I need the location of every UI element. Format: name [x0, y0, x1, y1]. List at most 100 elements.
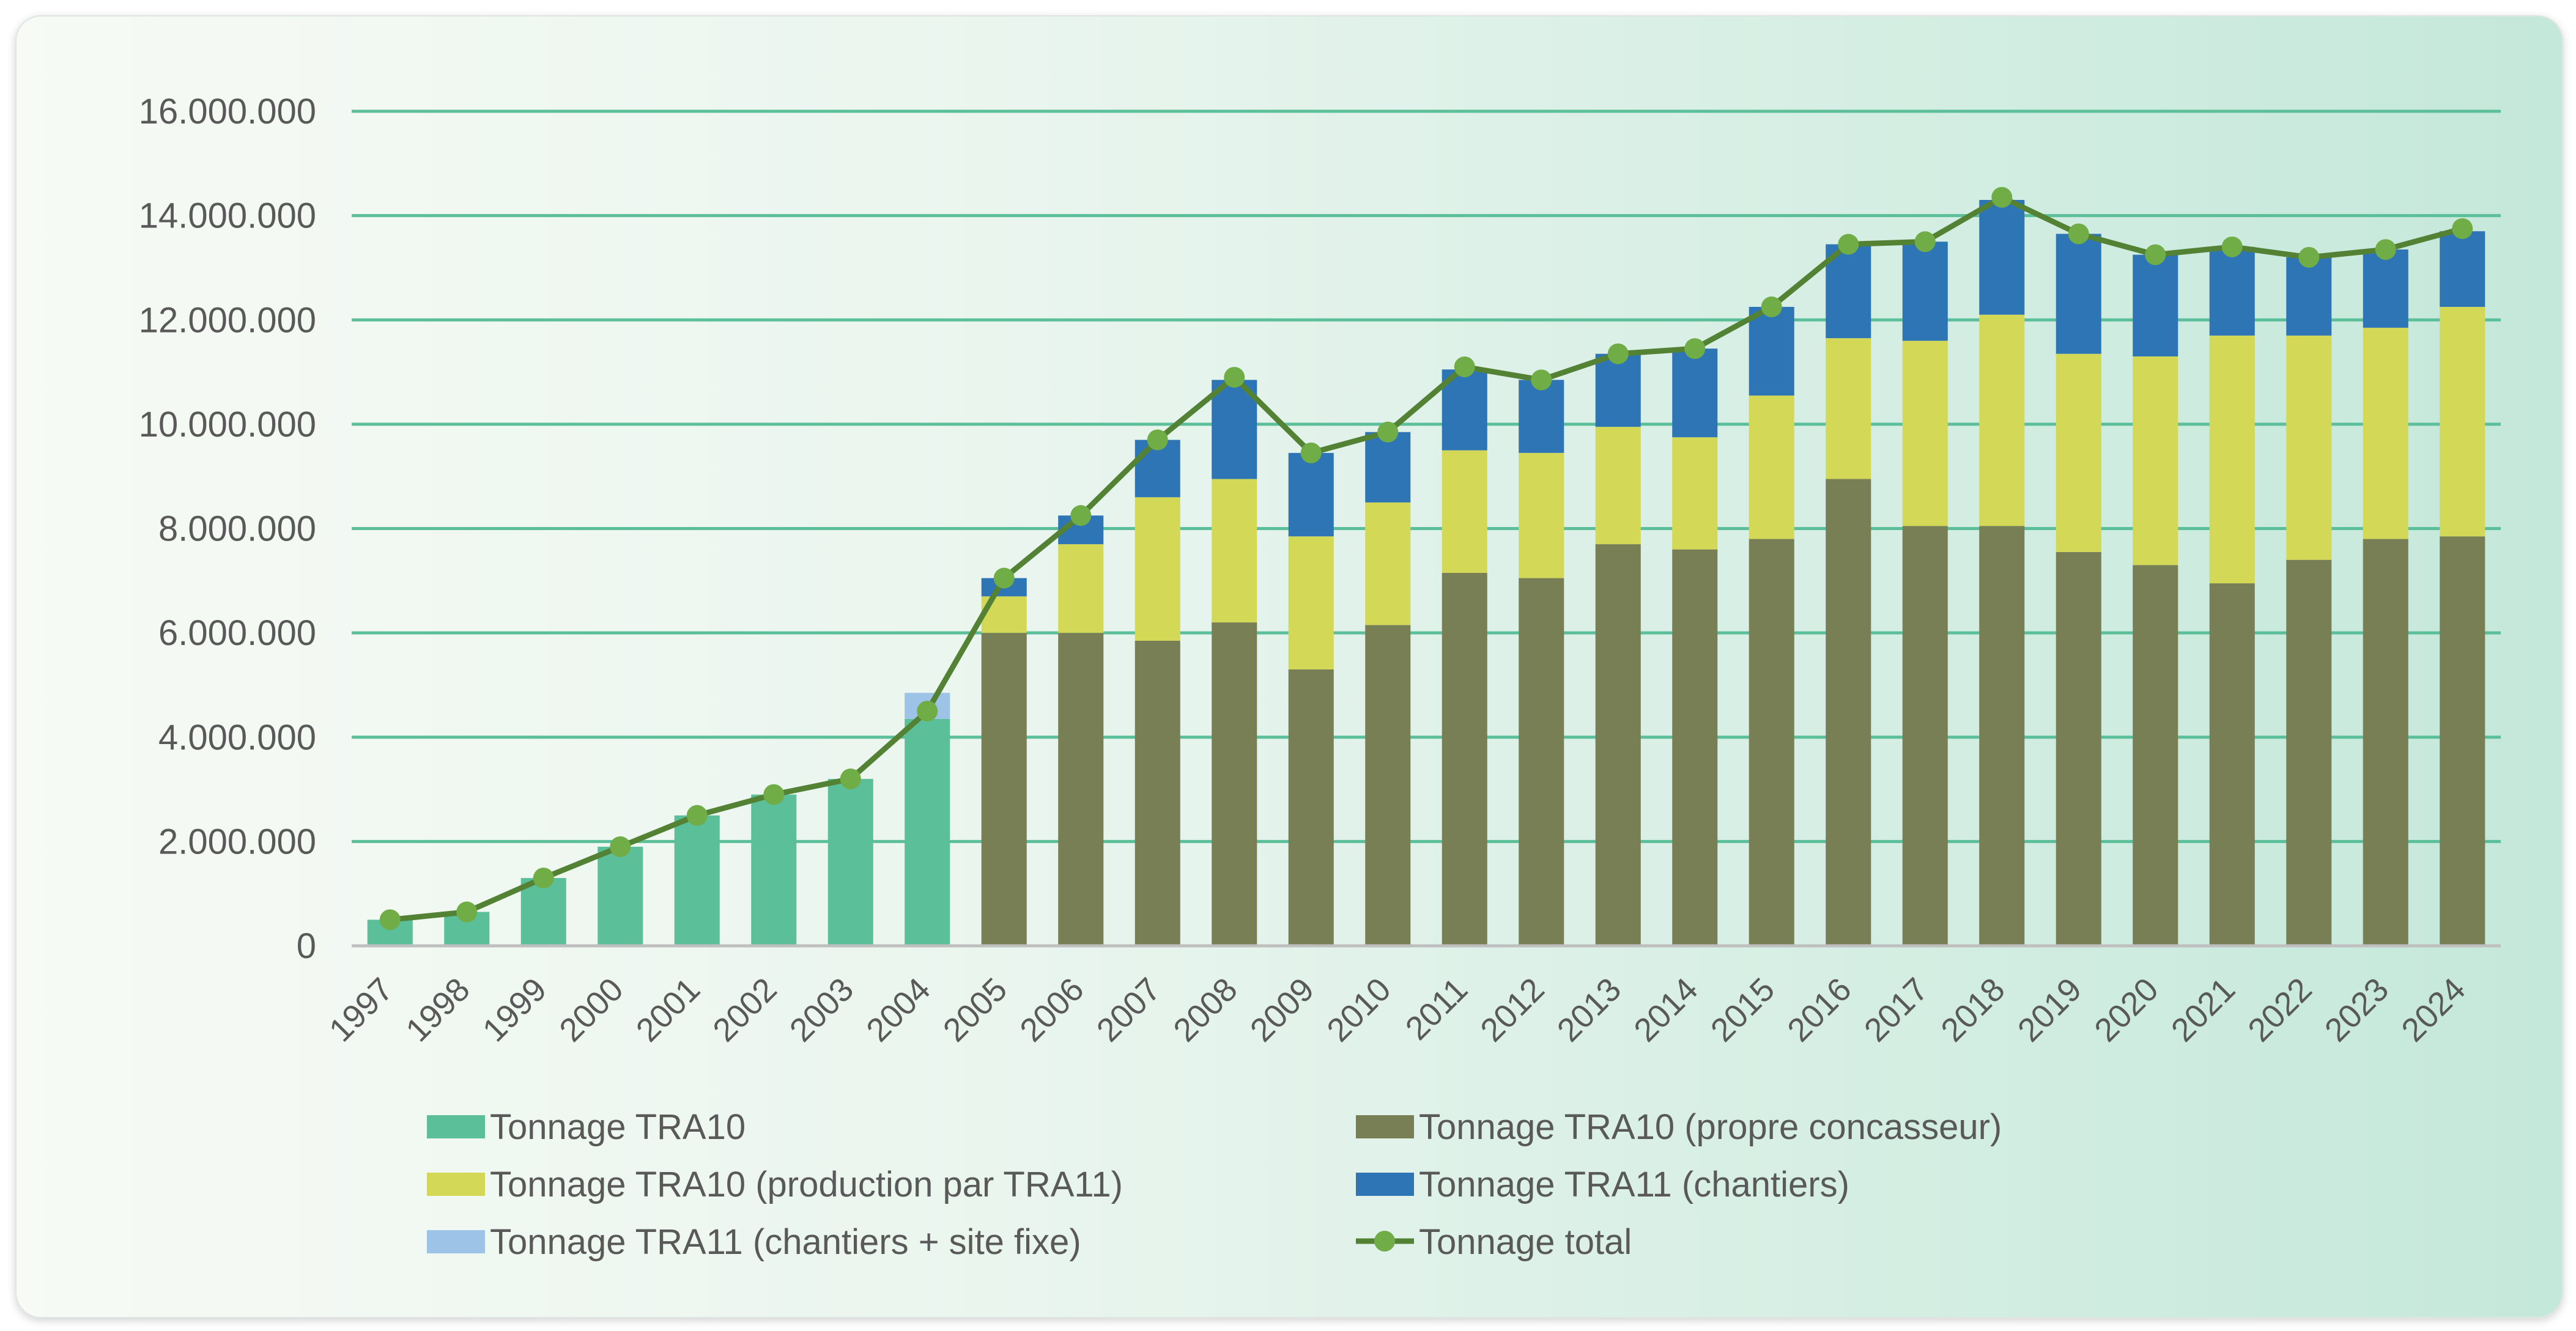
- y-tick-label: 4.000.000: [158, 718, 316, 758]
- y-tick-label: 14.000.000: [139, 196, 316, 236]
- bar-tonnage-tra11-chantiers-2015: [1749, 306, 1794, 396]
- bar-tonnage-tra11-chantiers-2020: [2133, 254, 2178, 356]
- bar-tonnage-tra10-propre-concasseur-2006: [1058, 633, 1104, 946]
- legend-item-tonnage-tra10-propre-concasseur: Tonnage TRA10 (propre concasseur): [1356, 1107, 2002, 1147]
- legend-item-tonnage-tra10-production-par-tra11: Tonnage TRA10 (production par TRA11): [427, 1165, 1123, 1204]
- legend-swatch: [1356, 1115, 1414, 1138]
- bar-tonnage-tra10-propre-concasseur-2021: [2209, 583, 2255, 946]
- legend-item-tonnage-tra11-chantiers-site-fixe: Tonnage TRA11 (chantiers + site fixe): [427, 1222, 1081, 1262]
- x-axis-tick-labels: 1997199819992000200120022003200420052006…: [322, 971, 2473, 1049]
- x-tick-label: 2014: [1627, 971, 1704, 1049]
- bar-tonnage-tra10-production-par-tra11-2023: [2363, 328, 2408, 539]
- x-tick-label: 2011: [1399, 971, 1475, 1047]
- total-point-2011: [1454, 356, 1475, 378]
- x-tick-label: 2007: [1090, 971, 1168, 1049]
- bar-tonnage-tra10-propre-concasseur-2022: [2286, 559, 2332, 946]
- legend-label: Tonnage TRA10 (propre concasseur): [1419, 1107, 2002, 1147]
- total-point-2009: [1300, 442, 1322, 463]
- bar-tonnage-tra10-production-par-tra11-2008: [1212, 479, 1257, 623]
- bar-tonnage-tra10-production-par-tra11-2016: [1826, 338, 1871, 479]
- total-point-2019: [2068, 223, 2089, 245]
- total-point-1998: [456, 901, 478, 923]
- total-point-2008: [1224, 367, 1245, 388]
- bar-tonnage-tra10-propre-concasseur-2008: [1212, 622, 1257, 946]
- bar-tonnage-tra10-production-par-tra11-2013: [1595, 427, 1641, 545]
- bar-tonnage-tra10-production-par-tra11-2012: [1519, 452, 1564, 578]
- x-tick-label: 1997: [322, 971, 400, 1049]
- total-point-2020: [2145, 244, 2166, 265]
- bar-tonnage-tra10-propre-concasseur-2013: [1595, 544, 1641, 946]
- bar-tonnage-tra11-chantiers-2012: [1519, 380, 1564, 453]
- legend-swatch: [1356, 1173, 1414, 1196]
- bar-tonnage-tra11-chantiers-2008: [1212, 380, 1257, 479]
- bar-tonnage-tra10-propre-concasseur-2018: [1979, 526, 2025, 946]
- x-tick-label: 2021: [2164, 971, 2242, 1049]
- legend: Tonnage TRA10 Tonnage TRA10 (propre conca…: [427, 1107, 2002, 1262]
- y-tick-label: 16.000.000: [139, 92, 316, 131]
- grid-layer: [352, 109, 2501, 843]
- total-line-layer: [379, 186, 2473, 931]
- total-line: [390, 194, 2463, 923]
- bar-tonnage-tra10-propre-concasseur-2005: [981, 633, 1027, 946]
- bar-tonnage-tra10-production-par-tra11-2019: [2056, 353, 2101, 552]
- x-tick-label: 2005: [936, 971, 1014, 1049]
- bar-tonnage-tra10-production-par-tra11-2007: [1134, 497, 1180, 641]
- x-tick-label: 2023: [2318, 971, 2396, 1049]
- bar-layer: [367, 200, 2485, 946]
- x-tick-label: 2013: [1550, 971, 1628, 1049]
- bar-tonnage-tra10-propre-concasseur-2016: [1826, 479, 1871, 946]
- bar-tonnage-tra10-propre-concasseur-2010: [1365, 625, 1411, 946]
- bar-tonnage-tra10-production-par-tra11-2010: [1365, 502, 1411, 625]
- bar-tonnage-tra10-2001: [674, 815, 720, 946]
- bar-tonnage-tra11-chantiers-2018: [1979, 200, 2025, 315]
- bar-tonnage-tra10-propre-concasseur-2015: [1749, 539, 1794, 946]
- x-tick-label: 2000: [552, 971, 630, 1049]
- total-point-2018: [1991, 186, 2013, 208]
- total-point-1999: [533, 868, 554, 889]
- bar-tonnage-tra10-propre-concasseur-2017: [1902, 526, 1948, 946]
- x-tick-label: 1999: [476, 971, 553, 1049]
- bar-tonnage-tra10-production-par-tra11-2015: [1749, 395, 1794, 539]
- total-point-2015: [1761, 296, 1782, 317]
- bar-tonnage-tra10-propre-concasseur-2023: [2363, 539, 2408, 946]
- bar-tonnage-tra10-production-par-tra11-2011: [1442, 450, 1487, 573]
- y-tick-label: 12.000.000: [139, 300, 316, 340]
- legend-label: Tonnage TRA10: [490, 1107, 746, 1147]
- total-point-2021: [2221, 236, 2243, 257]
- total-point-2014: [1684, 338, 1706, 359]
- x-tick-label: 2009: [1243, 971, 1321, 1049]
- total-point-2002: [763, 784, 785, 805]
- y-tick-label: 2.000.000: [158, 822, 316, 861]
- bar-tonnage-tra10-propre-concasseur-2009: [1288, 669, 1334, 946]
- legend-swatch-marker: [1374, 1231, 1395, 1252]
- bar-tonnage-tra10-propre-concasseur-2024: [2440, 536, 2485, 946]
- bar-tonnage-tra11-chantiers-2023: [2363, 249, 2408, 328]
- bar-tonnage-tra10-production-par-tra11-2006: [1058, 544, 1104, 633]
- legend-swatch: [427, 1173, 485, 1196]
- bar-tonnage-tra11-chantiers-2014: [1672, 348, 1718, 438]
- bar-tonnage-tra11-chantiers-2017: [1902, 241, 1948, 341]
- bar-tonnage-tra10-production-par-tra11-2020: [2133, 356, 2178, 566]
- legend-swatch: [427, 1230, 485, 1253]
- legend-item-tonnage-tra10: Tonnage TRA10: [427, 1107, 746, 1147]
- bar-tonnage-tra10-1999: [520, 878, 566, 946]
- total-point-1997: [379, 909, 401, 931]
- x-tick-label: 2006: [1013, 971, 1090, 1049]
- total-point-2004: [917, 701, 938, 722]
- total-point-2005: [993, 567, 1015, 589]
- bar-tonnage-tra11-chantiers-2024: [2440, 231, 2485, 307]
- y-tick-label: 10.000.000: [139, 405, 316, 444]
- bar-tonnage-tra10-propre-concasseur-2014: [1672, 549, 1718, 946]
- bar-tonnage-tra11-chantiers-2010: [1365, 432, 1411, 503]
- bar-tonnage-tra10-2003: [827, 779, 873, 946]
- total-point-2022: [2298, 246, 2320, 268]
- total-point-2024: [2452, 218, 2473, 239]
- x-tick-label: 2024: [2394, 971, 2472, 1049]
- bar-tonnage-tra10-production-par-tra11-2022: [2286, 335, 2332, 560]
- bar-tonnage-tra11-chantiers-2021: [2209, 246, 2255, 336]
- bar-tonnage-tra10-production-par-tra11-2014: [1672, 437, 1718, 550]
- legend-item-tonnage-total: Tonnage total: [1356, 1222, 1632, 1262]
- chart-svg: 0 2.000.000 4.000.000 6.000.000 8.000.000 10.…: [139, 92, 2501, 1262]
- bar-tonnage-tra10-production-par-tra11-2018: [1979, 314, 2025, 526]
- total-point-2016: [1838, 234, 1859, 255]
